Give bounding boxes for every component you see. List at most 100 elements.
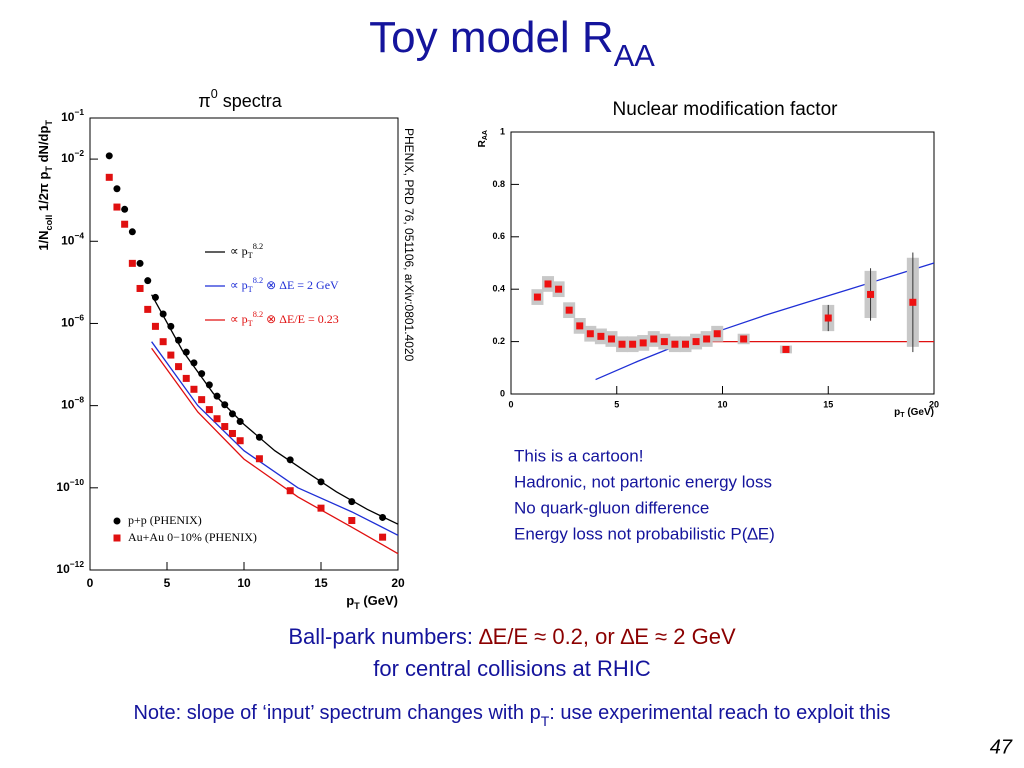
data-point (190, 359, 198, 367)
text-part: ⊗ ΔE = 2 GeV (263, 278, 339, 292)
text-part: −6 (74, 313, 84, 323)
x-tick-label: 20 (391, 576, 405, 590)
data-point (175, 363, 183, 371)
data-point (348, 498, 356, 506)
data-point (144, 305, 152, 313)
legend-marker (113, 534, 121, 542)
model-curve (151, 347, 399, 555)
data-point (136, 259, 144, 267)
data-point (650, 335, 658, 343)
y-axis-label: RAA (477, 130, 490, 147)
y-tick-label: 10−8 (61, 395, 84, 412)
text-part: R (477, 139, 488, 147)
data-point (660, 338, 668, 346)
data-point (221, 401, 229, 409)
text-part: −1 (74, 107, 84, 117)
data-point (681, 340, 689, 348)
text-part: T (541, 713, 550, 729)
data-point (618, 340, 626, 348)
text-part: 10 (56, 480, 70, 494)
data-point (182, 374, 190, 382)
x-tick-label: 10 (237, 576, 251, 590)
data-point (136, 284, 144, 292)
text-part: 10 (61, 151, 75, 165)
data-point (348, 517, 356, 525)
text-part: π (198, 91, 210, 111)
text-part: 10 (61, 398, 75, 412)
chart-title: Nuclear modification factor (613, 99, 839, 120)
data-point (586, 330, 594, 338)
data-point (182, 348, 190, 356)
chart-title: π0 spectra (198, 87, 282, 110)
text-part: 1/2π p (36, 172, 51, 215)
legend-label: ∝ pT8.2 ⊗ ΔE/E = 0.23 (230, 310, 339, 328)
note: This is a cartoon! (514, 446, 643, 465)
y-tick-label: 0 (500, 388, 505, 398)
x-tick-label: 15 (314, 576, 328, 590)
text-part: : use experimental reach to exploit this (549, 702, 890, 724)
data-point (379, 513, 387, 521)
data-point (236, 418, 244, 426)
note: No quark-gluon difference (514, 498, 709, 517)
y-tick-label: 0.2 (492, 336, 505, 346)
x-tick-label: 5 (164, 576, 171, 590)
y-tick-label: 10−1 (61, 107, 84, 124)
x-tick-label: 5 (614, 399, 619, 409)
data-point (909, 298, 917, 306)
x-tick-label: 0 (87, 576, 94, 590)
text-part: T (44, 120, 54, 126)
data-point (159, 338, 167, 346)
data-point (867, 290, 875, 298)
ballpark-lead: Ball-park numbers: (288, 624, 479, 649)
text-part: (GeV) (360, 593, 398, 608)
text-part: ∝ p (230, 312, 248, 326)
legend-label: p+p (PHENIX) (128, 513, 202, 527)
data-point (175, 336, 183, 344)
data-point (205, 381, 213, 389)
text-part: spectra (218, 91, 283, 111)
ballpark-highlight: ∆E/E ≈ 0.2, or ∆E ≈ 2 GeV (479, 624, 736, 649)
data-point (236, 437, 244, 445)
data-point (198, 370, 206, 378)
text-part: T (44, 166, 54, 172)
y-axis-label: 1/Ncoll 1/2π pT dN/dpT (36, 120, 54, 251)
footnote: Note: slope of ‘input’ spectrum changes … (133, 702, 890, 728)
data-point (555, 285, 563, 293)
data-point (128, 228, 136, 236)
page-number: 47 (990, 736, 1013, 758)
text-part: dN/dp (36, 126, 51, 166)
text-part: Toy model R (369, 13, 614, 62)
data-point (159, 310, 167, 318)
data-point (198, 396, 206, 404)
x-axis-label: pT (GeV) (894, 407, 934, 420)
data-point (607, 335, 615, 343)
data-point (105, 173, 113, 181)
data-point (255, 433, 263, 441)
data-point (317, 478, 325, 486)
y-tick-label: 1 (500, 126, 505, 136)
text-part: AA (614, 38, 656, 73)
text-part: 8.2 (253, 310, 263, 319)
annotation: PHENIX, PRD 76, 051106, arXiv:0801.4020 (402, 128, 416, 362)
x-tick-label: 0 (508, 399, 513, 409)
text-part: −12 (70, 559, 85, 569)
text-part: ∝ p (230, 278, 248, 292)
data-point (597, 332, 605, 340)
y-tick-label: 10−4 (61, 230, 84, 247)
data-point (824, 314, 832, 322)
data-point (317, 504, 325, 512)
x-tick-label: 15 (823, 399, 833, 409)
data-point (213, 392, 221, 400)
data-point (713, 330, 721, 338)
data-point (228, 410, 236, 418)
data-point (740, 335, 748, 343)
text-part: −8 (74, 395, 84, 405)
data-point (576, 322, 584, 330)
note: Hadronic, not partonic energy loss (514, 472, 772, 491)
ballpark-line: Ball-park numbers: ∆E/E ≈ 0.2, or ∆E ≈ 2… (288, 624, 736, 649)
data-point (113, 203, 121, 211)
y-tick-label: 0.8 (492, 179, 505, 189)
text-part: 8.2 (253, 276, 263, 285)
data-point (782, 345, 790, 353)
